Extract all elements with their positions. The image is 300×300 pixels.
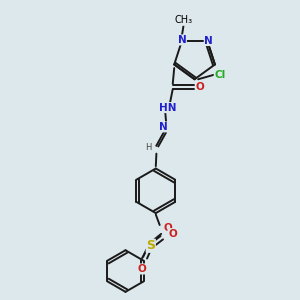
Text: CH₃: CH₃ — [174, 15, 193, 25]
Text: N: N — [204, 35, 213, 46]
Text: Cl: Cl — [214, 70, 226, 80]
Text: HN: HN — [159, 103, 176, 112]
Text: S: S — [146, 239, 155, 252]
Text: O: O — [137, 264, 146, 274]
Text: O: O — [163, 223, 172, 233]
Text: O: O — [168, 229, 177, 238]
Text: O: O — [196, 82, 205, 92]
Text: N: N — [159, 122, 168, 132]
Text: H: H — [145, 143, 151, 152]
Text: N: N — [178, 35, 186, 45]
